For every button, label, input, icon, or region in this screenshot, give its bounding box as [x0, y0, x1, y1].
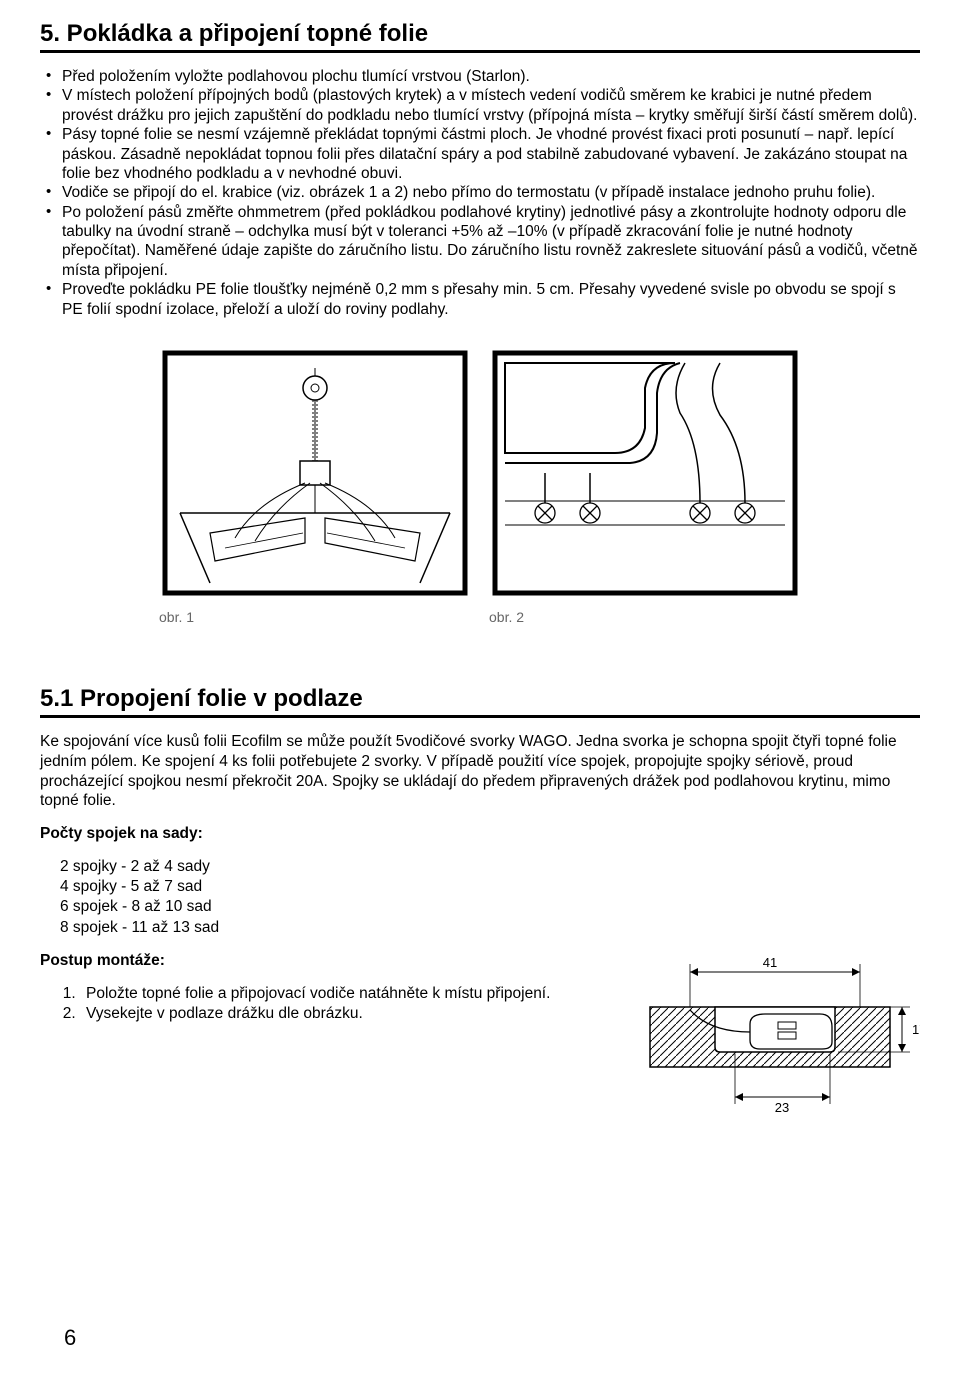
step-item: Vysekejte v podlaze drážku dle obrázku. — [80, 1004, 600, 1024]
section-5-1-paragraph: Ke spojování více kusů folii Ecofilm se … — [40, 732, 920, 811]
count-item: 2 spojky - 2 až 4 sady — [60, 857, 920, 877]
dim-width-label: 41 — [763, 955, 777, 970]
counts-list: 2 spojky - 2 až 4 sady 4 spojky - 5 až 7… — [40, 857, 920, 938]
page-number: 6 — [64, 1325, 76, 1351]
dimension-svg: 41 17 — [620, 952, 920, 1122]
figure-2: obr. 2 — [485, 343, 805, 625]
figure-2-caption: obr. 2 — [485, 609, 524, 625]
dim-height-label: 17 — [912, 1022, 920, 1037]
bullet-item: Proveďte pokládku PE folie tloušťky nejm… — [40, 280, 920, 319]
section-5-1-heading: 5.1 Propojení folie v podlaze — [40, 685, 920, 718]
bullet-item: Vodiče se připojí do el. krabice (viz. o… — [40, 183, 920, 202]
count-item: 4 spojky - 5 až 7 sad — [60, 877, 920, 897]
section-5-heading: 5. Pokládka a připojení topné folie — [40, 20, 920, 53]
counts-label: Počty spojek na sady: — [40, 825, 920, 843]
figures-row: obr. 1 obr. 2 — [40, 343, 920, 625]
bullet-item: Před položením vyložte podlahovou plochu… — [40, 67, 920, 86]
figure-1-svg — [155, 343, 475, 603]
figure-1: obr. 1 — [155, 343, 475, 625]
section-5-bullet-list: Před položením vyložte podlahovou plochu… — [40, 67, 920, 319]
figure-2-svg — [485, 343, 805, 603]
dimension-figure: 41 17 — [620, 952, 920, 1122]
bullet-item: Po položení pásů změřte ohmmetrem (před … — [40, 203, 920, 281]
bullet-item: V místech položení přípojných bodů (plas… — [40, 86, 920, 125]
assembly-label: Postup montáže: — [40, 952, 600, 970]
step-item: Položte topné folie a připojovací vodiče… — [80, 984, 600, 1004]
assembly-steps: Položte topné folie a připojovací vodiče… — [40, 984, 600, 1024]
count-item: 8 spojek - 11 až 13 sad — [60, 918, 920, 938]
figure-1-caption: obr. 1 — [155, 609, 194, 625]
dim-base-label: 23 — [775, 1100, 789, 1115]
bullet-item: Pásy topné folie se nesmí vzájemně překl… — [40, 125, 920, 183]
count-item: 6 spojek - 8 až 10 sad — [60, 897, 920, 917]
